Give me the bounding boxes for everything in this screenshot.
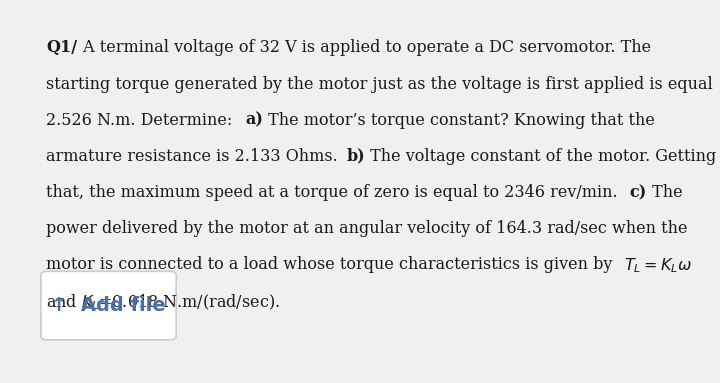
Text: ↑  Add file: ↑ Add file <box>51 296 166 315</box>
Text: The voltage constant of the motor. Getting: The voltage constant of the motor. Getti… <box>365 148 716 165</box>
Text: The: The <box>647 184 683 201</box>
Text: c): c) <box>629 184 647 201</box>
Text: a): a) <box>245 112 263 129</box>
Text: that, the maximum speed at a torque of zero is equal to 2346 rev/min.: that, the maximum speed at a torque of z… <box>47 184 624 201</box>
Text: $T_L = K_L\omega$: $T_L = K_L\omega$ <box>624 256 692 275</box>
Text: motor is connected to a load whose torque characteristics is given by: motor is connected to a load whose torqu… <box>47 256 618 273</box>
FancyBboxPatch shape <box>41 271 176 340</box>
Text: b): b) <box>346 148 365 165</box>
Text: armature resistance is 2.133 Ohms.: armature resistance is 2.133 Ohms. <box>47 148 343 165</box>
Text: A terminal voltage of 32 V is applied to operate a DC servomotor. The: A terminal voltage of 32 V is applied to… <box>78 39 651 56</box>
Text: Q1/: Q1/ <box>47 39 78 56</box>
Text: The motor’s torque constant? Knowing that the: The motor’s torque constant? Knowing tha… <box>263 112 655 129</box>
Text: starting torque generated by the motor just as the voltage is first applied is e: starting torque generated by the motor j… <box>47 75 714 93</box>
Text: 2.526 N.m. Determine:: 2.526 N.m. Determine: <box>47 112 243 129</box>
Text: power delivered by the motor at an angular velocity of 164.3 rad/sec when the: power delivered by the motor at an angul… <box>47 220 688 237</box>
Text: and $K_L$=0.018 N.m/(rad/sec).: and $K_L$=0.018 N.m/(rad/sec). <box>47 292 280 312</box>
